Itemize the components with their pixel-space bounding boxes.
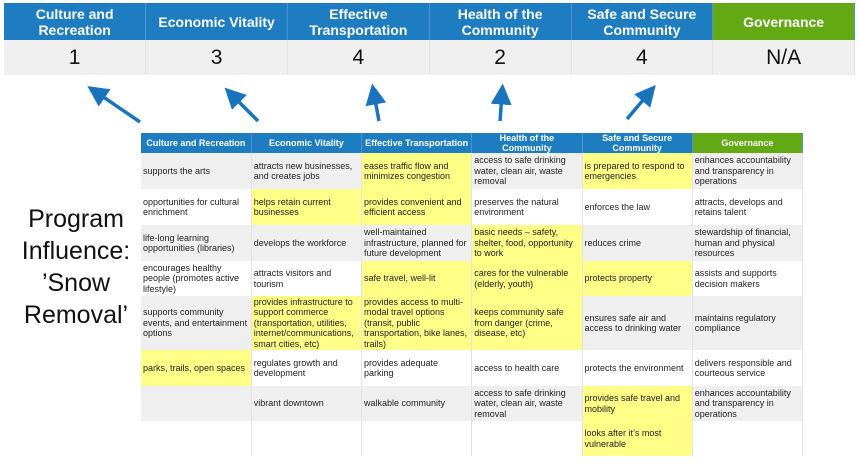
table-row: looks after it’s most vulnerable [141, 421, 804, 456]
matrix-header-culture-and-recreation: Culture and Recreation [141, 133, 252, 153]
score-header-health-of-the-community: Health of the Community [429, 3, 572, 40]
score-header-economic-vitality: Economic Vitality [145, 3, 288, 40]
matrix-cell: provides convenient and efficient access [361, 189, 473, 225]
score-value: 4 [287, 40, 430, 75]
matrix-cell: is prepared to respond to emergencies [582, 153, 693, 189]
matrix-cell: provides adequate parking [361, 350, 473, 386]
matrix-header-economic-vitality: Economic Vitality [251, 133, 363, 153]
matrix-cell: walkable community [361, 386, 473, 421]
table-row: life-long learning opportunities (librar… [141, 225, 804, 261]
score-header-safe-and-secure-community: Safe and Secure Community [571, 3, 714, 40]
matrix-cell [251, 421, 363, 456]
influence-matrix: Culture and Recreation Economic Vitality E… [141, 133, 804, 456]
matrix-cell: access to health care [471, 350, 583, 386]
matrix-cell: helps retain current businesses [251, 189, 363, 225]
matrix-cell: protects property [582, 261, 693, 296]
score-header-governance: Governance [712, 3, 855, 40]
table-row: supports community events, and entertain… [141, 296, 804, 350]
table-row: vibrant downtown walkable community access… [141, 386, 804, 421]
matrix-cell: opportunities for cultural enrichment [141, 189, 252, 225]
score-value: 2 [429, 40, 572, 75]
matrix-cell [471, 421, 583, 456]
arrow-icon [490, 83, 512, 122]
score-value: 1 [4, 40, 147, 75]
matrix-cell [141, 386, 252, 421]
table-row: encourages healthy people (promotes acti… [141, 261, 804, 296]
matrix-cell: safe travel, well-lit [361, 261, 473, 296]
matrix-cell: enhances accountability and transparency… [692, 153, 804, 189]
matrix-cell: well-maintained infrastructure, planned … [361, 225, 473, 261]
matrix-cell: develops the workforce [251, 225, 363, 261]
matrix-cell [692, 421, 804, 456]
matrix-cell: looks after it’s most vulnerable [582, 421, 693, 456]
matrix-cell: vibrant downtown [251, 386, 363, 421]
matrix-cell [361, 421, 473, 456]
matrix-header-governance: Governance [692, 133, 804, 153]
score-header-effective-transportation: Effective Transportation [287, 3, 430, 40]
matrix-cell: parks, trails, open spaces [141, 350, 252, 386]
score-value: N/A [712, 40, 855, 75]
matrix-cell: basic needs – safety, shelter, food, opp… [471, 225, 583, 261]
score-table: Culture and Recreation Economic Vitality E… [4, 3, 855, 75]
matrix-cell: assists and supports decision makers [692, 261, 804, 296]
matrix-cell: attracts new businesses, and creates job… [251, 153, 363, 189]
matrix-cell: encourages healthy people (promotes acti… [141, 261, 252, 296]
table-row: supports the arts attracts new businesses… [141, 153, 804, 189]
matrix-cell: supports the arts [141, 153, 252, 189]
matrix-cell: life-long learning opportunities (librar… [141, 225, 252, 261]
matrix-cell: eases traffic flow and minimizes congest… [361, 153, 473, 189]
matrix-cell: supports community events, and entertain… [141, 296, 252, 350]
arrow-icon [87, 86, 141, 124]
table-row: opportunities for cultural enrichment hel… [141, 189, 804, 225]
matrix-cell: cares for the vulnerable (elderly, youth… [471, 261, 583, 296]
table-row: parks, trails, open spaces regulates grow… [141, 350, 804, 386]
matrix-cell: provides safe travel and mobility [582, 386, 693, 421]
matrix-cell: attracts, develops and retains talent [692, 189, 804, 225]
matrix-cell: attracts visitors and tourism [251, 261, 363, 296]
matrix-cell: enhances accountability and transparency… [692, 386, 804, 421]
matrix-header-health-of-the-community: Health of the Community [471, 133, 583, 153]
matrix-cell: delivers responsible and courteous servi… [692, 350, 804, 386]
score-header-culture-and-recreation: Culture and Recreation [4, 3, 147, 40]
matrix-cell: regulates growth and development [251, 350, 363, 386]
matrix-cell: protects the environment [582, 350, 693, 386]
matrix-cell [141, 421, 252, 456]
arrow-icon [224, 87, 260, 123]
arrow-icon [365, 83, 387, 122]
matrix-cell: provides access to multi-modal travel op… [361, 296, 473, 350]
matrix-cell: ensures safe air and access to drinking … [582, 296, 693, 350]
matrix-header-effective-transportation: Effective Transportation [361, 133, 473, 153]
score-value: 4 [571, 40, 714, 75]
arrow-icon [625, 84, 656, 121]
matrix-cell: access to safe drinking water, clean air… [471, 153, 583, 189]
score-value: 3 [145, 40, 288, 75]
matrix-cell: preserves the natural environment [471, 189, 583, 225]
matrix-cell: keeps community safe from danger (crime,… [471, 296, 583, 350]
matrix-cell: enforces the law [582, 189, 693, 225]
matrix-cell: provides infrastructure to support comme… [251, 296, 363, 350]
matrix-cell: stewardship of financial, human and phys… [692, 225, 804, 261]
matrix-cell: access to safe drinking water, clean air… [471, 386, 583, 421]
matrix-cell: maintains regulatory compliance [692, 296, 804, 350]
matrix-header-safe-and-secure-community: Safe and Secure Community [582, 133, 693, 153]
program-label: Program Influence: ’Snow Removal’ [21, 205, 131, 329]
matrix-cell: reduces crime [582, 225, 693, 261]
